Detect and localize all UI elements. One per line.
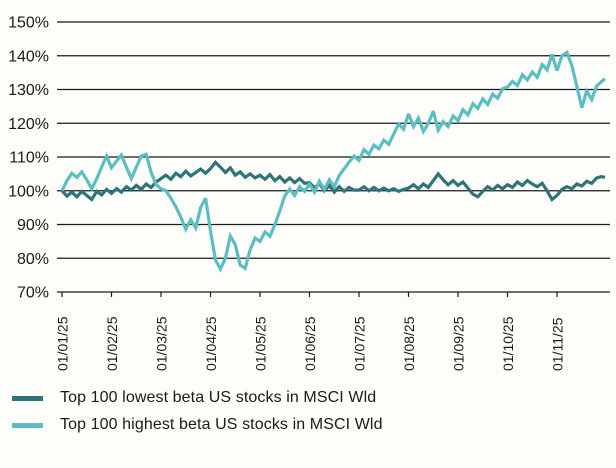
- y-tick-label-140: 140%: [8, 48, 49, 65]
- x-tick-label-01/05/25: 01/05/25: [253, 316, 269, 371]
- x-tick-label-01/03/25: 01/03/25: [154, 316, 170, 371]
- legend-item-highest-beta: Top 100 highest beta US stocks in MSCI W…: [12, 416, 616, 434]
- lowest-beta-line: [60, 160, 606, 202]
- x-tick-label-01/04/25: 01/04/25: [203, 316, 219, 371]
- y-tick-label-70: 70%: [17, 285, 49, 302]
- x-tick-label-01/01/25: 01/01/25: [55, 316, 71, 371]
- lowest-beta-line-swatch: [12, 395, 43, 401]
- x-tick-label-01/10/25: 01/10/25: [500, 316, 516, 371]
- legend-label-lowest-beta: Top 100 lowest beta US stocks in MSCI Wl…: [60, 389, 377, 406]
- chart-legend: Top 100 lowest beta US stocks in MSCI Wl…: [12, 389, 616, 434]
- x-tick-label-01/11/25: 01/11/25: [550, 317, 566, 371]
- beta-stocks-chart: 70% 80% 90% 100% 110% 120% 130% 140% 150% 01/01/2…: [8, 15, 616, 434]
- x-tick-label-01/09/25: 01/09/25: [451, 316, 467, 371]
- x-tick-label-01/08/25: 01/08/25: [401, 316, 417, 371]
- highest-beta-line-swatch: [12, 422, 43, 428]
- y-tick-label-130: 130%: [8, 82, 49, 99]
- y-tick-label-80: 80%: [17, 251, 49, 268]
- x-tick-label-01/02/25: 01/02/25: [104, 316, 120, 371]
- y-tick-label-110: 110%: [9, 150, 49, 167]
- x-tick-label-01/07/25: 01/07/25: [352, 316, 368, 371]
- x-tick-label-01/06/25: 01/06/25: [302, 316, 318, 371]
- y-tick-label-120: 120%: [8, 116, 49, 133]
- y-tick-label-100: 100%: [8, 183, 49, 200]
- plot-area: 70% 80% 90% 100% 110% 120% 130% 140% 150% 01/01/2…: [8, 15, 610, 371]
- highest-beta-line: [60, 49, 606, 273]
- legend-item-lowest-beta: Top 100 lowest beta US stocks in MSCI Wl…: [12, 389, 616, 407]
- y-tick-label-150: 150%: [8, 15, 49, 32]
- y-tick-label-90: 90%: [17, 217, 49, 234]
- legend-label-highest-beta: Top 100 highest beta US stocks in MSCI W…: [60, 416, 383, 433]
